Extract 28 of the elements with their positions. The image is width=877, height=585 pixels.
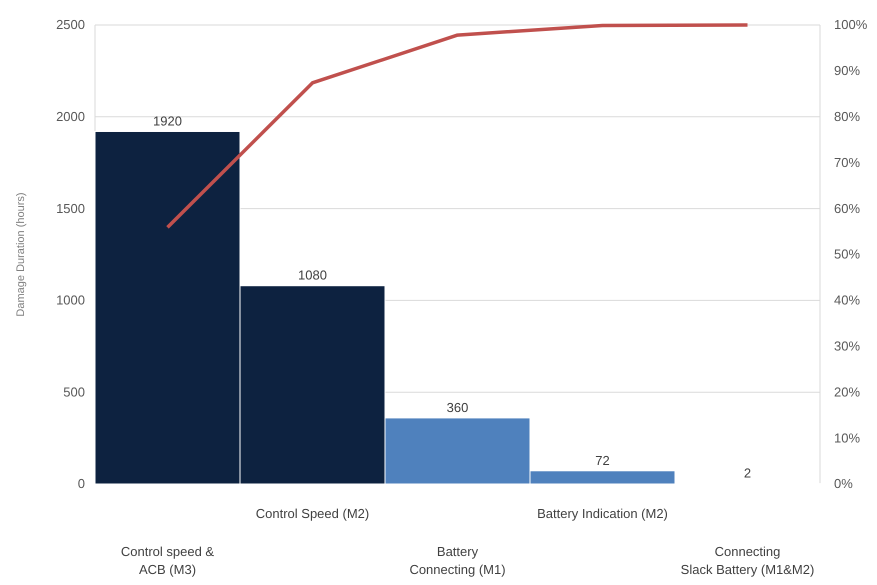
y2-tick-label: 0% <box>834 476 854 492</box>
x-tick-label: Connecting Slack Battery (M1&M2) <box>680 544 814 577</box>
y-tick-label: 0 <box>78 476 85 492</box>
y-tick-label: 1500 <box>56 200 85 216</box>
y2-tick-label: 100% <box>834 17 868 32</box>
data-label: 360 <box>446 400 468 415</box>
y-tick-label: 2000 <box>56 108 85 124</box>
x-tick-label: Battery Connecting (M1) <box>409 544 506 577</box>
y2-tick-label: 20% <box>834 384 860 400</box>
y2-tick-label: 50% <box>834 246 860 262</box>
y2-tick-label: 60% <box>834 200 860 216</box>
y2-tick-label: 30% <box>834 338 860 354</box>
y2-tick-label: 90% <box>834 63 860 78</box>
x-tick-label: Battery Indication (M2) <box>537 506 668 521</box>
y-tick-label: 500 <box>63 384 85 400</box>
y-tick-label: 1000 <box>56 292 85 308</box>
data-label: 1080 <box>298 268 327 283</box>
y-axis-title: Damage Duration (hours) <box>15 192 27 317</box>
x-tick-label: Control speed & ACB (M3) <box>120 544 214 577</box>
data-label: 72 <box>595 452 610 468</box>
y2-tick-label: 40% <box>834 292 860 308</box>
y2-tick-label: 10% <box>834 430 860 446</box>
y2-tick-label: 70% <box>834 154 860 170</box>
y2-tick-label: 80% <box>834 108 860 124</box>
y-tick-label: 2500 <box>56 17 85 32</box>
data-label: 2 <box>744 466 752 481</box>
x-tick-label: Control Speed (M2) <box>256 506 370 521</box>
data-label: 1920 <box>153 113 182 128</box>
